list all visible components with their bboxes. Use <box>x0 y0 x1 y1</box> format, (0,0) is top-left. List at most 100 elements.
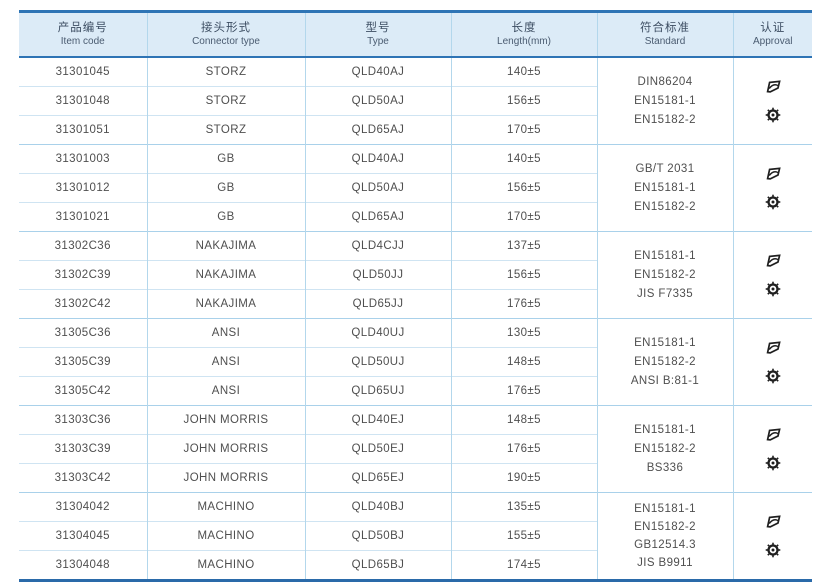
approval-cell <box>732 405 812 493</box>
standard-line: EN15182-2 <box>634 268 696 281</box>
standard-line: EN15181-1 <box>634 336 696 349</box>
standard-line: JIS F7335 <box>636 287 694 300</box>
standard-line: GB12514.3 <box>634 539 696 551</box>
type-cell: QLD65AJ <box>304 202 451 232</box>
standard-cell: DIN86204 EN15181-1 EN15182-2 <box>596 56 733 145</box>
item-code-cell: 31305C36 <box>19 318 147 348</box>
approval-cell <box>732 318 812 406</box>
header-label-en: Approval <box>753 36 793 47</box>
table-row: 31304045 MACHINO QLD50BJ 155±5 <box>19 521 812 551</box>
standard-cell: EN15181-1 EN15182-2 GB12514.3 JIS B9911 <box>596 492 733 581</box>
length-cell: 176±5 <box>450 434 597 464</box>
type-cell: QLD50EJ <box>304 434 451 464</box>
length-cell: 140±5 <box>450 144 597 174</box>
table-row: 31305C36 ANSI QLD40UJ 130±5 EN15181-1 EN1… <box>19 318 812 406</box>
type-cell: QLD65UJ <box>304 376 451 406</box>
length-cell: 170±5 <box>450 202 597 232</box>
item-code-cell: 31301048 <box>19 86 147 116</box>
connector-type-cell: STORZ <box>146 56 305 87</box>
item-code-cell: 31302C39 <box>19 260 147 290</box>
standard-line: EN15182-2 <box>634 521 696 533</box>
certification-logo-icon <box>764 166 782 181</box>
header-label-en: Item code <box>60 36 105 47</box>
table-row: 31301045 STORZ QLD40AJ 140±5 DIN86204 EN1… <box>19 56 812 145</box>
length-cell: 130±5 <box>450 318 597 348</box>
table-row: 31304048 MACHINO QLD65BJ 174±5 <box>19 550 812 581</box>
length-cell: 156±5 <box>450 260 597 290</box>
table-row: 31305C42 ANSI QLD65UJ 176±5 <box>19 376 812 406</box>
header-label-zh: 产品编号 <box>57 22 108 34</box>
connector-type-cell: MACHINO <box>146 492 305 522</box>
length-cell: 148±5 <box>450 347 597 377</box>
type-cell: QLD40EJ <box>304 405 451 435</box>
item-code-cell: 31305C42 <box>19 376 147 406</box>
item-code-cell: 31302C36 <box>19 231 147 261</box>
item-code-cell: 31303C36 <box>19 405 147 435</box>
length-cell: 140±5 <box>450 56 597 87</box>
standard-line: EN15182-2 <box>634 113 696 126</box>
header-row: 产品编号 Item code 接头形式 Connector type 型号 Ty… <box>19 11 812 58</box>
connector-type-cell: MACHINO <box>146 550 305 581</box>
header-label-en: Type <box>367 36 389 47</box>
header-label-zh: 型号 <box>365 22 391 34</box>
item-code-cell: 31302C42 <box>19 289 147 319</box>
connector-type-cell: JOHN MORRIS <box>146 434 305 464</box>
length-cell: 148±5 <box>450 405 597 435</box>
table-row: 31301003 GB QLD40AJ 140±5 GB/T 2031 EN151… <box>19 144 812 232</box>
standard-cell: GB/T 2031 EN15181-1 EN15182-2 <box>596 144 733 232</box>
type-cell: QLD50BJ <box>304 521 451 551</box>
connector-type-cell: JOHN MORRIS <box>146 405 305 435</box>
type-cell: QLD40UJ <box>304 318 451 348</box>
certification-logo-icon <box>764 253 782 268</box>
standard-line: EN15182-2 <box>634 442 696 455</box>
table-row: 31301048 STORZ QLD50AJ 156±5 <box>19 86 812 116</box>
standard-line: EN15181-1 <box>634 94 696 107</box>
item-code-cell: 31305C39 <box>19 347 147 377</box>
column-header-connector-type: 接头形式 Connector type <box>146 11 305 58</box>
header-label-zh: 认证 <box>760 22 786 34</box>
type-cell: QLD50UJ <box>304 347 451 377</box>
table-row: 31303C39 JOHN MORRIS QLD50EJ 176±5 <box>19 434 812 464</box>
type-cell: QLD65BJ <box>304 550 451 581</box>
item-code-cell: 31301045 <box>19 56 147 87</box>
item-code-cell: 31303C42 <box>19 463 147 493</box>
standard-line: EN15181-1 <box>634 249 696 262</box>
certification-logo-icon <box>764 79 782 94</box>
connector-type-cell: JOHN MORRIS <box>146 463 305 493</box>
standard-cell: EN15181-1 EN15182-2 BS336 <box>596 405 733 493</box>
header-label-zh: 符合标准 <box>640 22 690 34</box>
column-header-type: 型号 Type <box>304 11 451 58</box>
length-cell: 176±5 <box>450 376 597 406</box>
item-code-cell: 31301003 <box>19 144 147 174</box>
item-code-cell: 31301021 <box>19 202 147 232</box>
certification-seal-icon <box>765 107 781 123</box>
standard-line: EN15182-2 <box>634 355 696 368</box>
connector-type-cell: ANSI <box>146 318 305 348</box>
item-code-cell: 31304042 <box>19 492 147 522</box>
type-cell: QLD50JJ <box>304 260 451 290</box>
length-cell: 176±5 <box>450 289 597 319</box>
certification-logo-icon <box>764 340 782 355</box>
standard-line: BS336 <box>646 461 684 474</box>
approval-cell <box>732 144 812 232</box>
connector-type-cell: ANSI <box>146 347 305 377</box>
certification-seal-icon <box>765 455 781 471</box>
connector-type-cell: GB <box>146 173 305 203</box>
connector-type-cell: GB <box>146 202 305 232</box>
table-row: 31302C36 NAKAJIMA QLD4CJJ 137±5 EN15181-… <box>19 231 812 319</box>
type-cell: QLD65AJ <box>304 115 451 145</box>
connector-type-cell: NAKAJIMA <box>146 260 305 290</box>
type-cell: QLD40BJ <box>304 492 451 522</box>
length-cell: 137±5 <box>450 231 597 261</box>
type-cell: QLD4CJJ <box>304 231 451 261</box>
column-header-standard: 符合标准 Standard <box>596 11 733 58</box>
item-code-cell: 31303C39 <box>19 434 147 464</box>
table-row: 31303C36 JOHN MORRIS QLD40EJ 148±5 EN151… <box>19 405 812 493</box>
product-table: 产品编号 Item code 接头形式 Connector type 型号 Ty… <box>19 10 812 582</box>
header-label-zh: 接头形式 <box>201 22 251 34</box>
header-label-en: Connector type <box>192 36 260 47</box>
type-cell: QLD40AJ <box>304 56 451 87</box>
table-row: 31303C42 JOHN MORRIS QLD65EJ 190±5 <box>19 463 812 493</box>
length-cell: 156±5 <box>450 86 597 116</box>
